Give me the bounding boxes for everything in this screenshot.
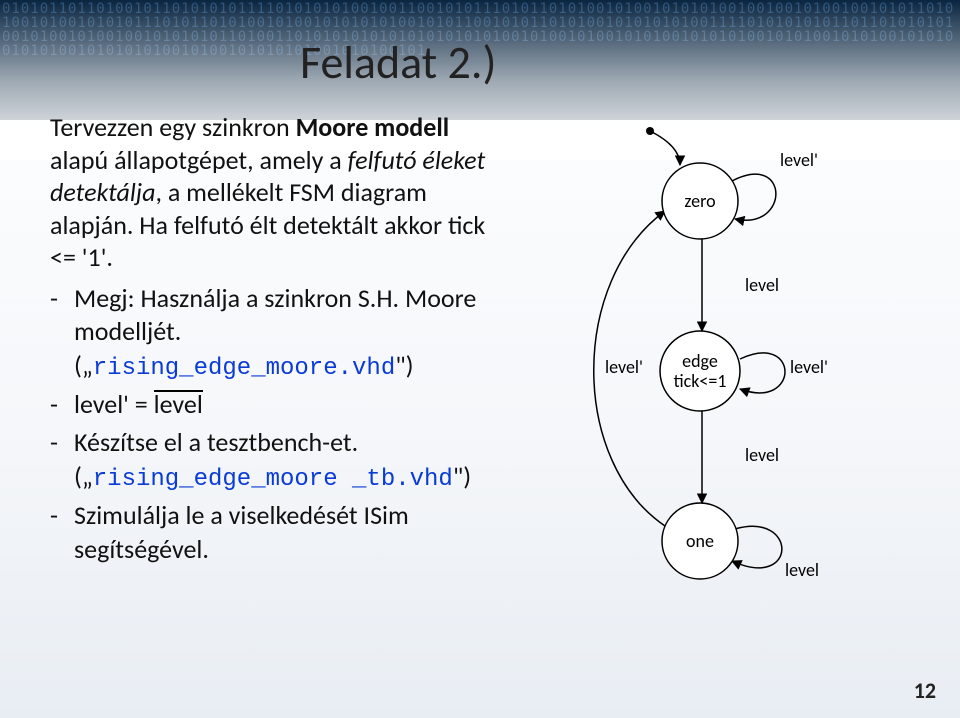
bullet-2-pre: level' = <box>74 388 154 420</box>
code-1: rising_edge_moore.vhd <box>93 355 395 382</box>
edge-zero_self <box>732 174 776 220</box>
intro-pre: Tervezzen egy szinkron <box>50 111 296 143</box>
edge-label-edge_one: level <box>745 444 779 466</box>
bullet-1-text: Megj: Használja a szinkron S.H. Moore mo… <box>74 282 476 348</box>
edge-label-one_self: level <box>785 559 819 581</box>
bullet-4: Szimulálja le a viselkedését ISim segíts… <box>50 499 510 567</box>
bullet-list: Megj: Használja a szinkron S.H. Moore mo… <box>50 282 510 567</box>
edge-init <box>650 131 680 165</box>
intro-bold: Moore modell <box>296 111 450 143</box>
intro-paragraph: Tervezzen egy szinkron Moore modell alap… <box>50 111 510 274</box>
edge-label-one_zero: level' <box>605 356 643 378</box>
bullet-2-bar: level <box>154 390 203 417</box>
bullet-2: level' = level <box>50 388 510 422</box>
edge-edge_self <box>740 353 785 393</box>
text-column: Tervezzen egy szinkron Moore modell alap… <box>50 111 530 616</box>
init-dot <box>646 127 654 135</box>
bullet-3-code: („rising_edge_moore _tb.vhd") <box>74 460 471 492</box>
diagram-nodes: zero edgetick<=1 one <box>660 163 740 579</box>
bullet-3-text: Készítse el a tesztbench-et. <box>74 426 358 458</box>
code-2: rising_edge_moore _tb.vhd <box>93 466 453 493</box>
node-label-one-0: one <box>686 530 714 552</box>
node-label-edge-1: tick<=1 <box>674 370 727 392</box>
bullet-1: Megj: Használja a szinkron S.H. Moore mo… <box>50 282 510 385</box>
edge-one_self <box>732 526 782 567</box>
diagram-column: level' level level' level level level' zero ed… <box>530 111 890 616</box>
node-label-zero-0: zero <box>684 190 715 212</box>
edge-label-zero_self: level' <box>780 149 818 171</box>
page-number: 12 <box>914 677 936 704</box>
edge-label-edge_self: level' <box>790 356 828 378</box>
bullet-4-text: Szimulálja le a viselkedését ISim segíts… <box>74 499 409 565</box>
fsm-diagram: level' level level' level level level' zero ed… <box>530 111 870 611</box>
slide-title: Feladat 2.) <box>300 35 920 91</box>
intro-mid1: alapú állapotgépet, amely a <box>50 144 348 176</box>
node-label-edge-0: edge <box>682 350 718 372</box>
bullet-1-code: („rising_edge_moore.vhd") <box>74 349 414 381</box>
edge-label-zero_edge: level <box>745 274 779 296</box>
bullet-3: Készítse el a tesztbench-et. („rising_ed… <box>50 426 510 495</box>
slide-content: Feladat 2.) Tervezzen egy szinkron Moore… <box>0 0 960 718</box>
columns: Tervezzen egy szinkron Moore modell alap… <box>50 111 920 616</box>
